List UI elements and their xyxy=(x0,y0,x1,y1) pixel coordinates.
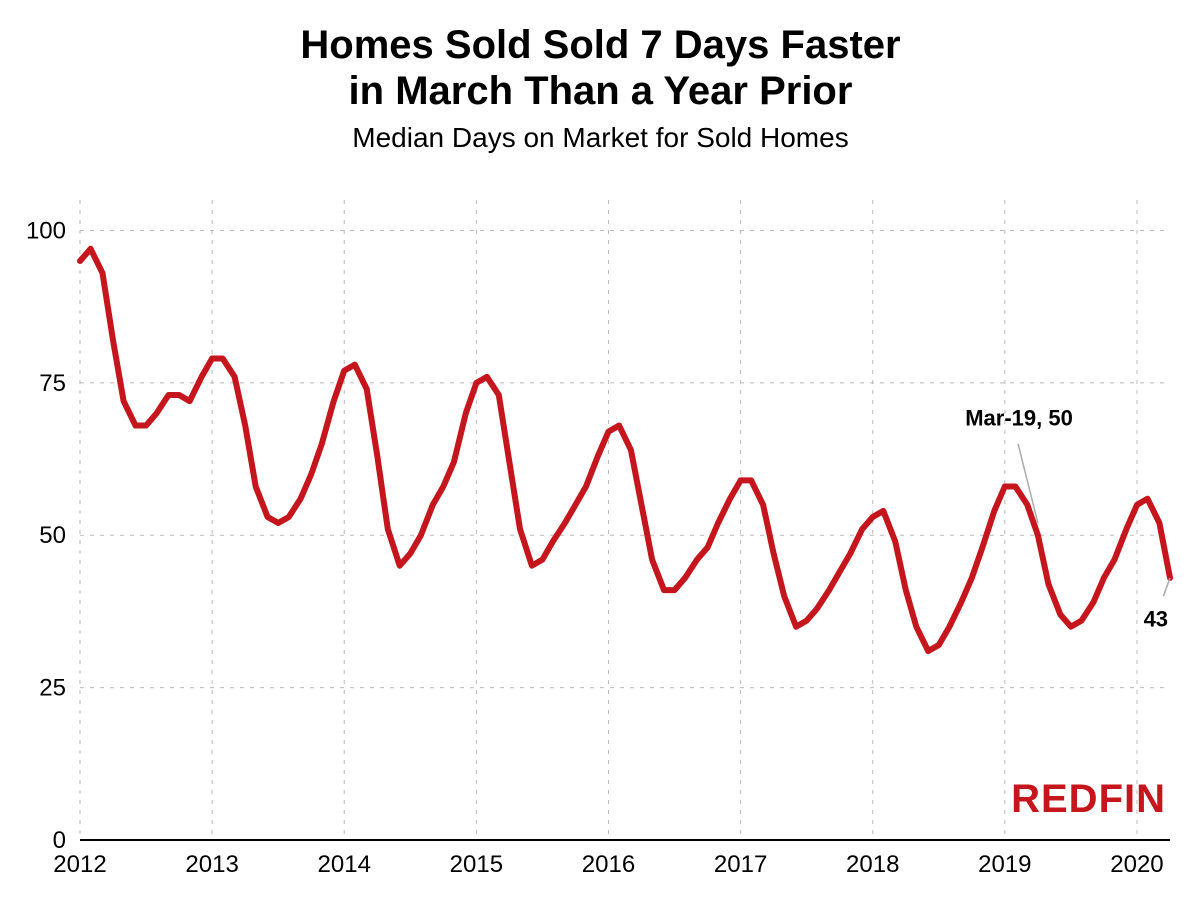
x-tick-label: 2018 xyxy=(846,851,899,878)
series-median-days-on-market xyxy=(80,249,1170,651)
x-tick-label: 2014 xyxy=(318,851,371,878)
x-tick-label: 2020 xyxy=(1110,851,1163,878)
x-tick-label: 2013 xyxy=(185,851,238,878)
x-tick-label: 2017 xyxy=(714,851,767,878)
x-tick-label: 2015 xyxy=(450,851,503,878)
x-tick-label: 2012 xyxy=(53,851,106,878)
y-tick-label: 25 xyxy=(39,675,66,702)
x-tick-label: 2019 xyxy=(978,851,1031,878)
annotation-text-last: 43 xyxy=(1144,607,1168,632)
y-tick-label: 50 xyxy=(39,522,66,549)
y-tick-label: 100 xyxy=(26,217,66,244)
redfin-logo: REDFIN xyxy=(1011,777,1166,822)
x-tick-label: 2016 xyxy=(582,851,635,878)
chart-container: Homes Sold Sold 7 Days Faster in March T… xyxy=(0,0,1201,900)
y-tick-label: 75 xyxy=(39,370,66,397)
annotation-text-mar19: Mar-19, 50 xyxy=(965,406,1073,431)
line-chart: 0 25 50 75 100 2012 2013 2014 2015 2016 2017 2018 20… xyxy=(0,0,1201,900)
annotation-line-last xyxy=(1163,578,1170,596)
y-tick-label: 0 xyxy=(53,827,66,854)
